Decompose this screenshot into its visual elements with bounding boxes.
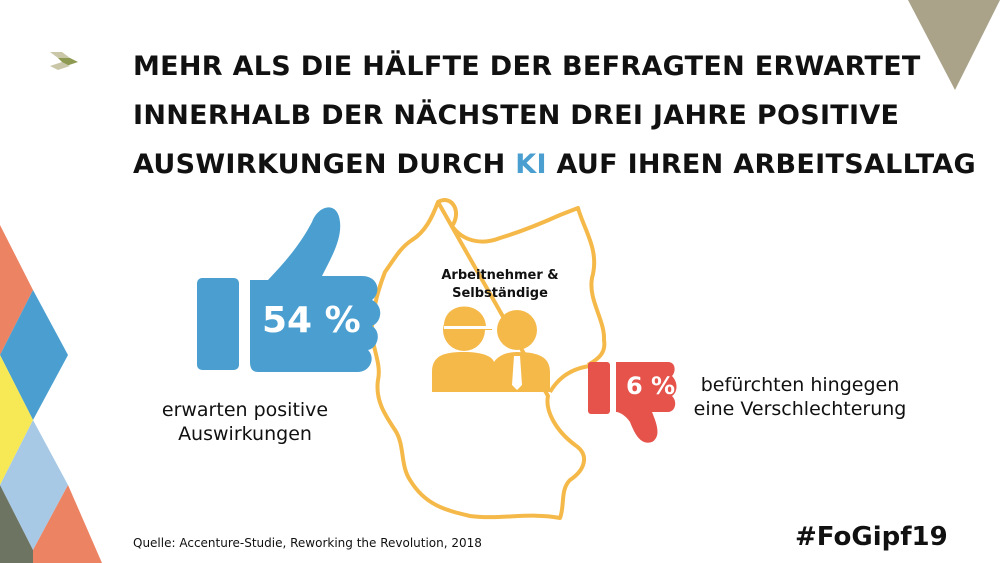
- logo-icon: [50, 52, 78, 70]
- hashtag: #FoGipf19: [795, 522, 948, 552]
- thumbs-up-icon: [197, 207, 381, 372]
- positive-label-line: Auswirkungen: [178, 423, 312, 445]
- germany-map-outline: [369, 198, 607, 520]
- source-citation: Quelle: Accenture-Studie, Reworking the …: [133, 536, 482, 550]
- page-title: MEHR ALS DIE HÄLFTE DER BEFRAGTEN ERWART…: [133, 42, 976, 189]
- group-label-line: Selbständige: [452, 286, 548, 301]
- negative-label-line: eine Verschlechterung: [693, 398, 907, 420]
- corner-triangle: [908, 0, 1000, 90]
- title-highlight: KI: [515, 149, 547, 180]
- title-line-1: MEHR ALS DIE HÄLFTE DER BEFRAGTEN ERWART…: [133, 51, 921, 82]
- connector-line: [548, 364, 591, 394]
- thumbs-down-icon: [588, 362, 677, 443]
- title-text: AUF IHREN ARBEITSALLTAG: [546, 149, 976, 180]
- negative-percentage: 6 %: [626, 372, 676, 400]
- title-text: AUSWIRKUNGEN DURCH: [133, 149, 516, 180]
- negative-label-line: befürchten hingegen: [700, 374, 900, 396]
- group-label-line: Arbeitnehmer &: [441, 268, 559, 283]
- title-line-2: INNERHALB DER NÄCHSTEN DREI JAHRE POSITI…: [133, 100, 900, 131]
- people-icon: [432, 306, 550, 392]
- title-line-3: AUSWIRKUNGEN DURCH KI AUF IHREN ARBEITSA…: [133, 140, 976, 189]
- negative-label: befürchten hingegen eine Verschlechterun…: [690, 373, 910, 421]
- decorative-diamonds: [0, 225, 102, 563]
- positive-percentage: 54 %: [262, 300, 361, 341]
- group-label: Arbeitnehmer & Selbständige: [420, 267, 580, 303]
- positive-label-line: erwarten positive: [161, 399, 329, 421]
- positive-label: erwarten positive Auswirkungen: [160, 398, 330, 446]
